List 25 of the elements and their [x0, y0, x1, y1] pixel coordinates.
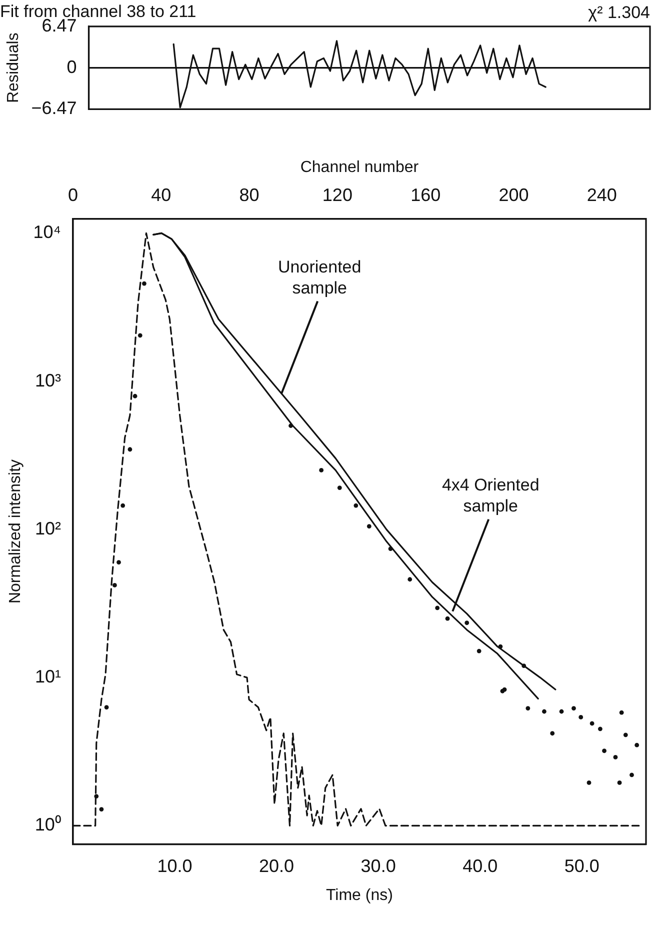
x2-tick-label: 160	[410, 184, 441, 205]
x-axis-title: Time (ns)	[326, 886, 393, 904]
x-tick-label: 50.0	[564, 856, 600, 876]
annotation: Unoriented sample	[278, 257, 362, 298]
y-tick-label: 10³	[34, 370, 61, 390]
text: χ² 1.304	[588, 3, 650, 22]
x2-tick-label: 240	[586, 184, 617, 205]
y-tick-label: 10²	[34, 518, 61, 538]
x-tick-label: 40.0	[462, 856, 498, 876]
x-tick-label: 20.0	[259, 856, 294, 876]
y-tick-label: 10⁰	[34, 814, 61, 835]
y-axis-title: Normalized intensity	[7, 459, 24, 604]
y-tick-label: −6.47	[31, 98, 77, 118]
x2-axis-title: Channel number	[300, 159, 420, 176]
y-tick-label: 10⁴	[33, 222, 61, 242]
y-tick-label: 10¹	[34, 666, 61, 687]
x-tick-label: 10.0	[157, 856, 192, 876]
y-tick-label: 0	[66, 56, 77, 77]
x2-tick-label: 40	[151, 184, 172, 205]
x-tick-label: 30.0	[360, 856, 396, 876]
x2-tick-label: 200	[498, 184, 529, 205]
y-axis-title: Residuals	[5, 32, 22, 103]
x2-tick-label: 120	[322, 184, 352, 205]
annotation: 4x4 Oriented sample	[442, 475, 540, 516]
x2-tick-label: 80	[239, 184, 260, 205]
